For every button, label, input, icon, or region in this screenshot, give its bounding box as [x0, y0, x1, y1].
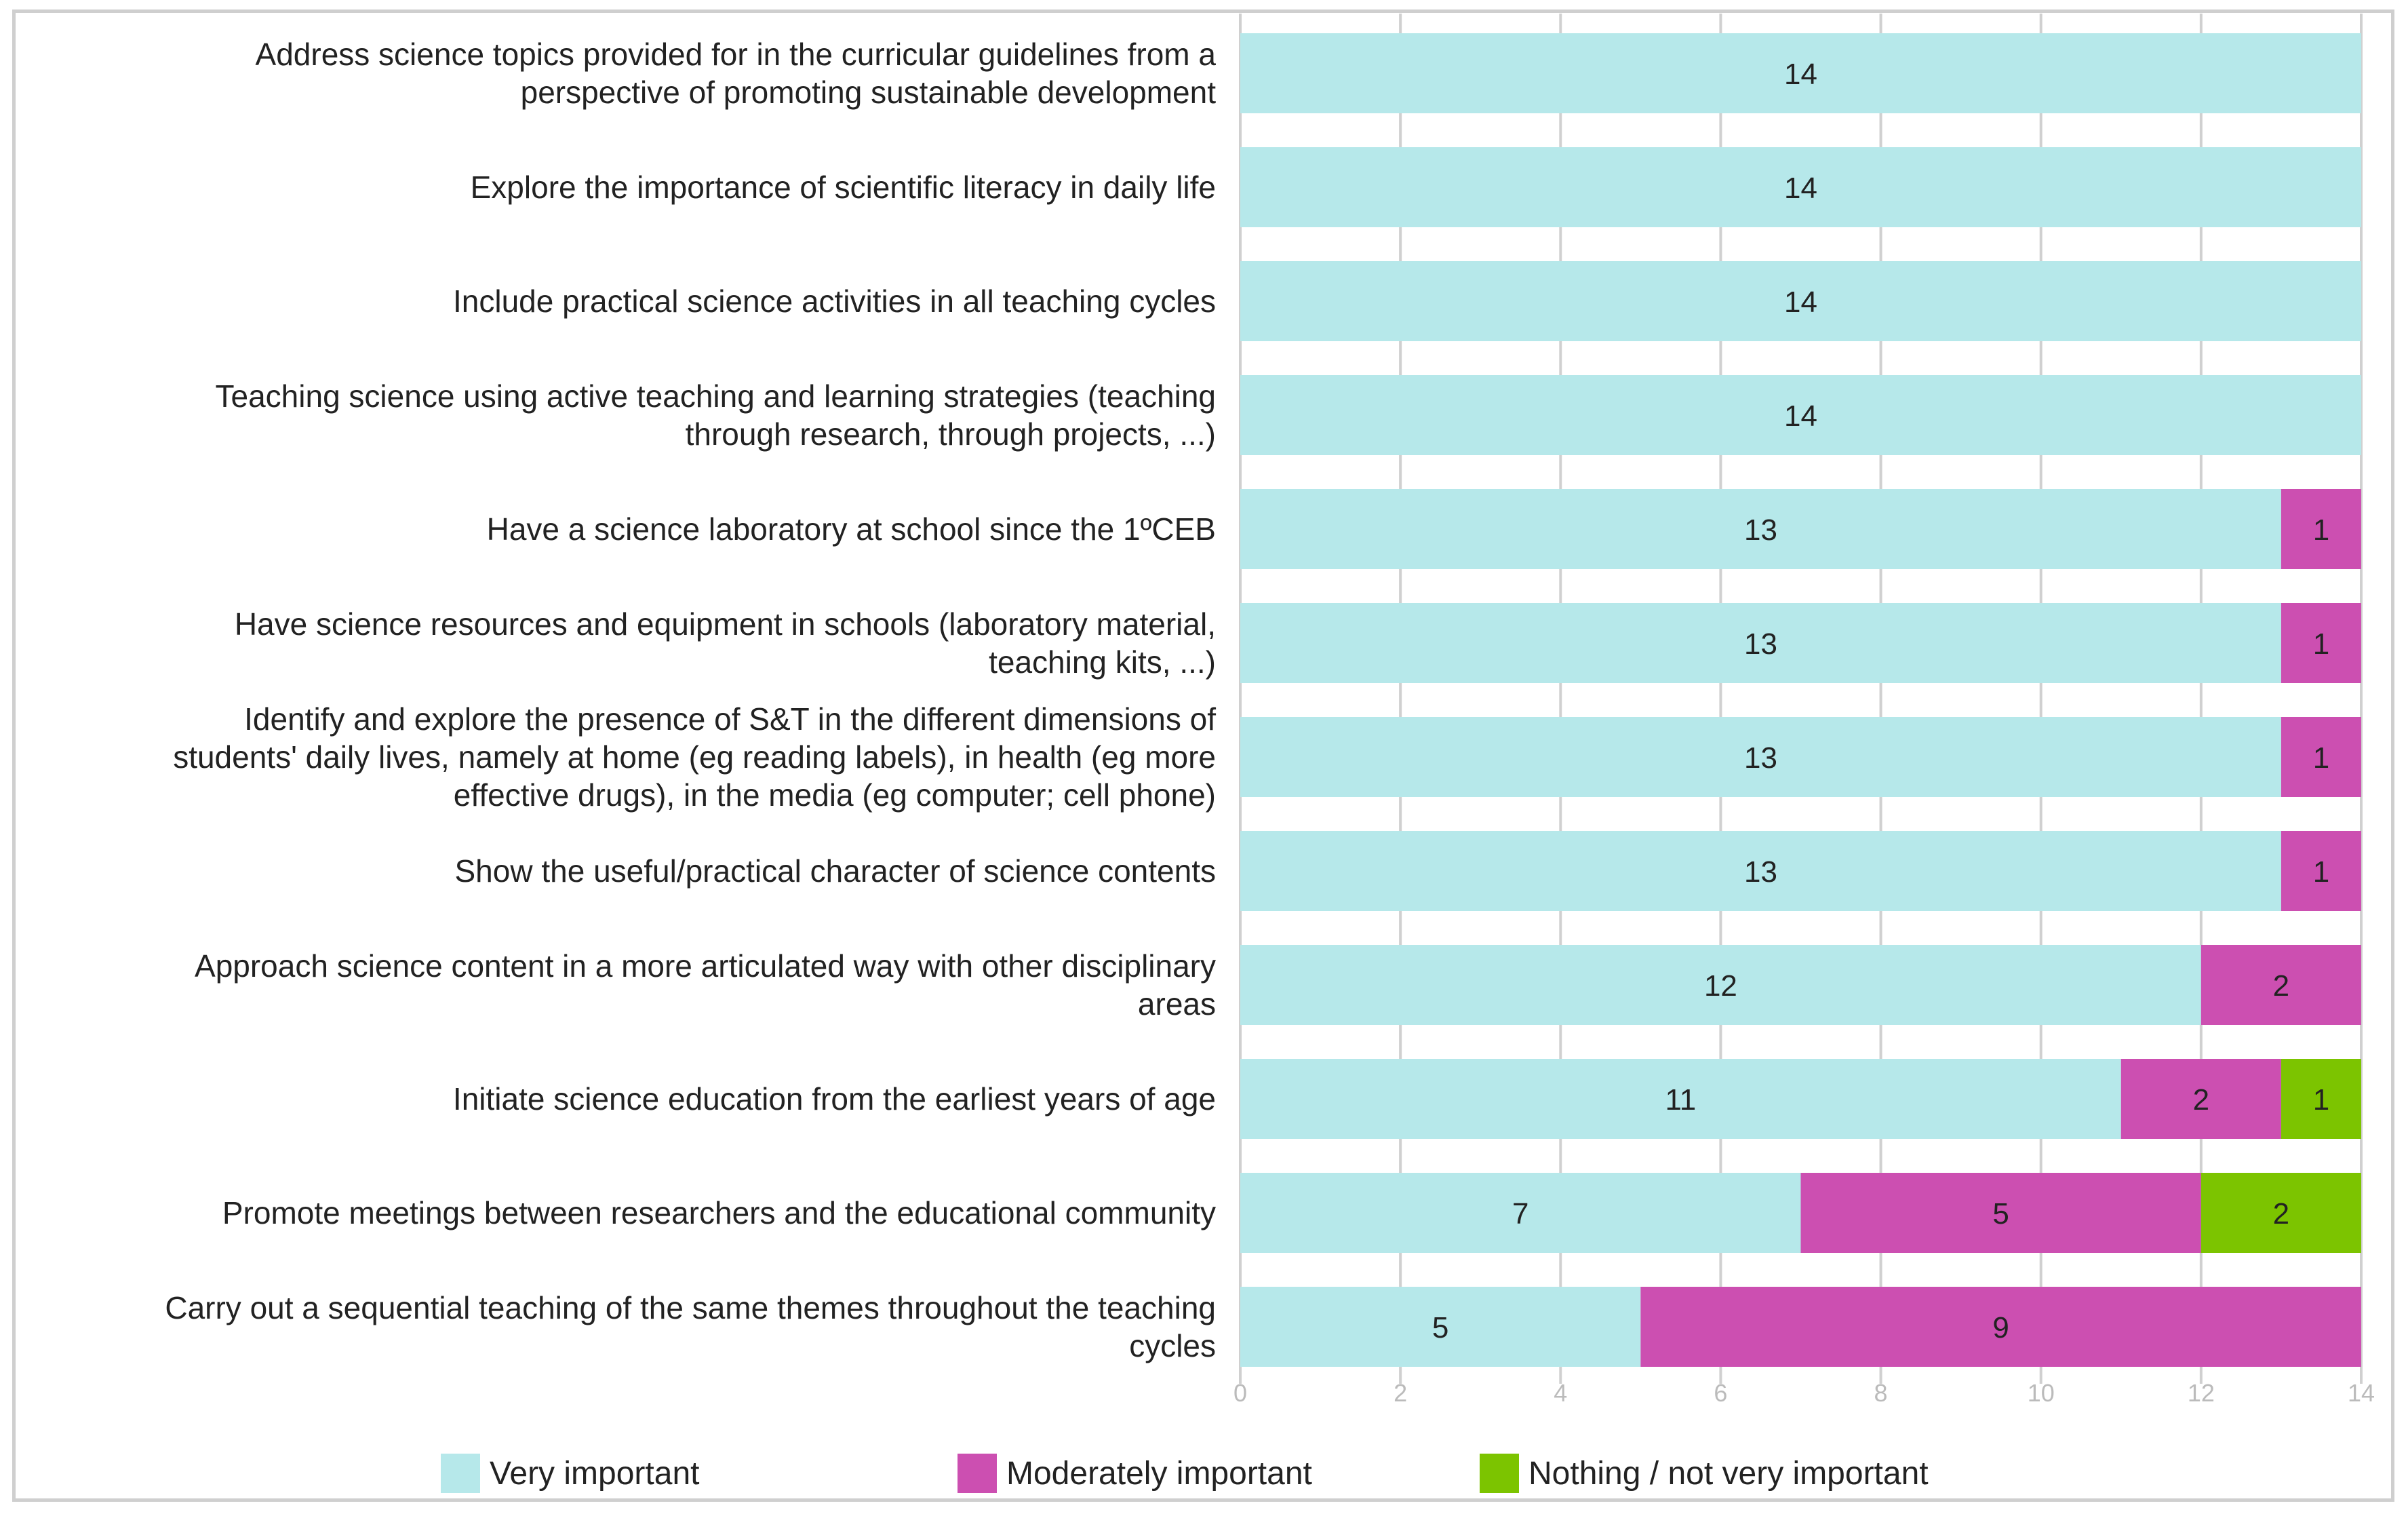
- category-label-row-5: Have a science laboratory at school sinc…: [487, 511, 1216, 547]
- data-label-moderately-important-row-10: 2: [2193, 1083, 2209, 1117]
- x-tick-label-10: 10: [2028, 1379, 2055, 1407]
- bar-moderately-important-row-9: [2200, 945, 2361, 1025]
- category-label-row-3: Include practical science activities in …: [453, 284, 1216, 319]
- bar-moderately-important-row-8: [2281, 831, 2361, 911]
- bar-very-important-row-3: [1240, 261, 2361, 341]
- legend-label-very-important: Very important: [490, 1455, 700, 1492]
- bar-very-important-row-2: [1240, 147, 2361, 227]
- data-label-nothing-not-very-important-row-11: 2: [2273, 1197, 2289, 1230]
- category-label-line: Carry out a sequential teaching of the s…: [165, 1290, 1216, 1325]
- category-label-line: Include practical science activities in …: [453, 284, 1216, 319]
- bar-moderately-important-row-12: [1640, 1287, 2361, 1367]
- legend: Very important Moderately important Noth…: [0, 1452, 2408, 1499]
- category-label-line: students' daily lives, namely at home (e…: [173, 739, 1216, 775]
- category-label-row-7: Identify and explore the presence of S&T…: [173, 701, 1216, 813]
- x-tick-label-8: 8: [1874, 1379, 1888, 1407]
- data-label-nothing-not-very-important-row-10: 1: [2313, 1083, 2329, 1117]
- legend-label-not-very-important: Nothing / not very important: [1528, 1455, 1929, 1492]
- bar-very-important-row-5: [1240, 489, 2281, 569]
- bar-very-important-row-11: [1240, 1173, 1801, 1253]
- category-label-line: Approach science content in a more artic…: [195, 948, 1216, 984]
- category-label-line: areas: [1138, 986, 1216, 1022]
- legend-item-moderately-important: Moderately important: [958, 1452, 1312, 1495]
- data-label-moderately-important-row-9: 2: [2273, 969, 2289, 1003]
- bar-very-important-row-4: [1240, 375, 2361, 455]
- category-label-row-1: Address science topics provided for in t…: [256, 37, 1217, 110]
- data-label-very-important-row-4: 14: [1784, 400, 1817, 433]
- legend-swatch-moderately-important: [958, 1454, 997, 1493]
- data-label-very-important-row-7: 13: [1744, 741, 1777, 775]
- category-label-line: Show the useful/practical character of s…: [455, 853, 1217, 889]
- category-label-line: Have science resources and equipment in …: [235, 606, 1216, 642]
- bar-very-important-row-7: [1240, 717, 2281, 797]
- category-label-row-10: Initiate science education from the earl…: [453, 1081, 1216, 1117]
- data-label-moderately-important-row-11: 5: [1992, 1197, 2009, 1230]
- bar-nothing-not-very-important-row-10: [2281, 1059, 2361, 1139]
- bar-very-important-row-9: [1240, 945, 2201, 1025]
- bar-very-important-row-6: [1240, 603, 2281, 683]
- x-tick-label-2: 2: [1394, 1379, 1407, 1407]
- data-label-very-important-row-2: 14: [1784, 172, 1817, 205]
- category-label-line: through research, through projects, ...): [686, 416, 1216, 452]
- category-label-row-12: Carry out a sequential teaching of the s…: [165, 1290, 1216, 1363]
- category-label-row-9: Approach science content in a more artic…: [195, 948, 1216, 1022]
- legend-swatch-very-important: [441, 1454, 480, 1493]
- data-label-very-important-row-1: 14: [1784, 58, 1817, 91]
- category-label-line: teaching kits, ...): [989, 644, 1216, 680]
- data-label-moderately-important-row-6: 1: [2313, 627, 2329, 661]
- data-label-moderately-important-row-8: 1: [2313, 855, 2329, 889]
- bar-moderately-important-row-10: [2120, 1059, 2281, 1139]
- category-label-line: Have a science laboratory at school sinc…: [487, 511, 1216, 547]
- legend-item-not-very-important: Nothing / not very important: [1480, 1452, 1929, 1495]
- x-tick-label-14: 14: [2348, 1379, 2375, 1407]
- data-label-moderately-important-row-12: 9: [1992, 1311, 2009, 1344]
- grid-layer: [1239, 14, 2363, 1384]
- data-label-very-important-row-8: 13: [1744, 855, 1777, 889]
- legend-swatch-not-very-important: [1480, 1454, 1519, 1493]
- data-label-moderately-important-row-5: 1: [2313, 513, 2329, 547]
- category-label-line: perspective of promoting sustainable dev…: [521, 75, 1217, 110]
- data-label-very-important-row-6: 13: [1744, 627, 1777, 661]
- bar-moderately-important-row-5: [2281, 489, 2361, 569]
- data-label-very-important-row-3: 14: [1784, 286, 1817, 319]
- category-label-row-6: Have science resources and equipment in …: [235, 606, 1216, 680]
- data-label-moderately-important-row-7: 1: [2313, 741, 2329, 775]
- x-tick-label-12: 12: [2188, 1379, 2215, 1407]
- bar-moderately-important-row-6: [2281, 603, 2361, 683]
- category-label-layer: Address science topics provided for in t…: [165, 37, 1216, 1363]
- bar-moderately-important-row-11: [1800, 1173, 2201, 1253]
- bar-layer: [1240, 33, 2361, 1367]
- x-tick-label-4: 4: [1554, 1379, 1567, 1407]
- x-tick-label-6: 6: [1714, 1379, 1727, 1407]
- bar-very-important-row-10: [1240, 1059, 2121, 1139]
- legend-item-very-important: Very important: [441, 1452, 699, 1495]
- data-label-very-important-row-11: 7: [1512, 1197, 1528, 1230]
- category-label-line: cycles: [1129, 1328, 1216, 1363]
- category-label-line: Promote meetings between researchers and…: [222, 1195, 1216, 1230]
- bar-very-important-row-1: [1240, 33, 2361, 113]
- category-label-line: Initiate science education from the earl…: [453, 1081, 1216, 1117]
- data-label-very-important-row-10: 11: [1665, 1083, 1697, 1117]
- bar-nothing-not-very-important-row-11: [2200, 1173, 2361, 1253]
- bar-very-important-row-12: [1240, 1287, 1641, 1367]
- category-label-line: Teaching science using active teaching a…: [216, 378, 1216, 414]
- x-axis-tick-layer: 0 2 4 6 8 10 12 14: [1233, 1379, 2375, 1407]
- category-label-line: Identify and explore the presence of S&T…: [244, 701, 1216, 737]
- category-label-row-8: Show the useful/practical character of s…: [455, 853, 1217, 889]
- bar-moderately-important-row-7: [2281, 717, 2361, 797]
- category-label-line: Address science topics provided for in t…: [256, 37, 1217, 72]
- category-label-row-2: Explore the importance of scientific lit…: [471, 170, 1216, 205]
- bar-very-important-row-8: [1240, 831, 2281, 911]
- category-label-line: effective drugs), in the media (eg compu…: [454, 777, 1216, 813]
- category-label-row-11: Promote meetings between researchers and…: [222, 1195, 1216, 1230]
- x-tick-label-0: 0: [1233, 1379, 1247, 1407]
- data-label-very-important-row-12: 5: [1432, 1311, 1448, 1344]
- data-label-very-important-row-9: 12: [1704, 969, 1737, 1003]
- legend-label-moderately-important: Moderately important: [1006, 1455, 1312, 1492]
- category-label-row-4: Teaching science using active teaching a…: [216, 378, 1216, 452]
- data-label-very-important-row-5: 13: [1744, 513, 1777, 547]
- category-label-line: Explore the importance of scientific lit…: [471, 170, 1216, 205]
